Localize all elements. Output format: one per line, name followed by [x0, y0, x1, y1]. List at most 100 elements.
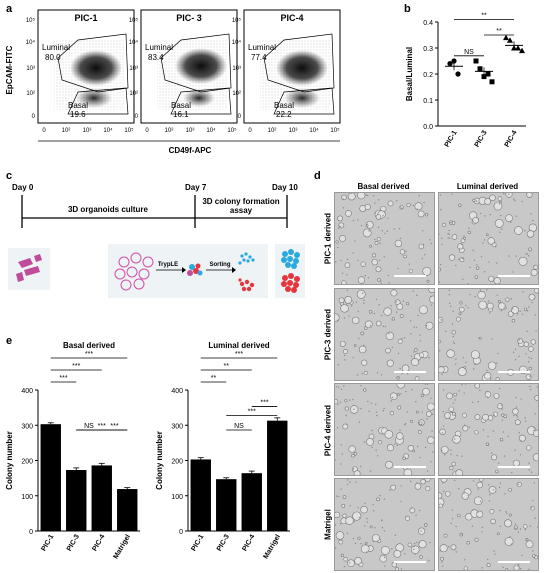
colony — [528, 293, 536, 301]
y-tick: 0 — [238, 114, 242, 120]
colony — [466, 540, 470, 545]
colony — [474, 537, 479, 542]
debris-dot — [337, 403, 339, 406]
colony — [390, 484, 397, 491]
colony — [344, 399, 348, 403]
x-tick-label: PIC-3 — [216, 533, 231, 552]
colony — [397, 338, 403, 344]
colony — [344, 296, 353, 304]
colony — [414, 348, 418, 352]
debris-dot — [387, 217, 389, 220]
debris-dot — [447, 355, 449, 358]
colony — [470, 350, 480, 360]
debris-dot — [349, 481, 351, 483]
debris-dot — [521, 313, 524, 316]
colony — [412, 449, 416, 453]
debris-dot — [455, 358, 457, 360]
debris-dot — [358, 516, 361, 519]
colony — [338, 297, 345, 304]
debris-dot — [503, 193, 505, 195]
debris-dot — [451, 509, 454, 511]
debris-dot — [383, 256, 385, 258]
day0-label: Day 0 — [12, 183, 34, 192]
x-tick-label: PIC-4 — [91, 533, 106, 552]
debris-dot — [510, 298, 513, 300]
colony — [439, 503, 443, 509]
luminal-label: Luminal — [248, 43, 276, 52]
debris-dot — [346, 289, 349, 292]
debris-dot — [413, 542, 416, 545]
debris-dot — [380, 374, 383, 376]
y-tick-label: 0.4 — [423, 20, 433, 27]
debris-dot — [534, 314, 536, 316]
basal-luminal-ratio-chart: 0.0 0.1 0.2 0.3 0.4 Basal/Luminal PIC-1 PIC-3 PI… — [405, 12, 526, 149]
debris-dot — [419, 334, 421, 336]
micrograph — [438, 478, 539, 571]
debris-dot — [406, 373, 409, 375]
basal-derived-colony-chart: Basal derived 0 100 200 300 400 Colony number P… — [5, 341, 140, 560]
debris-dot — [455, 363, 457, 366]
debris-dot — [497, 462, 500, 464]
debris-dot — [395, 311, 398, 313]
panel-letter-b: b — [404, 3, 411, 15]
data-point — [473, 58, 479, 64]
debris-dot — [529, 385, 531, 388]
debris-dot — [337, 364, 340, 366]
colony — [457, 367, 467, 377]
x-tick: 10⁴ — [103, 127, 113, 134]
debris-dot — [524, 529, 527, 531]
debris-dot — [481, 526, 484, 529]
debris-dot — [391, 319, 394, 321]
basal-gate — [273, 87, 335, 115]
debris-dot — [514, 523, 517, 525]
debris-dot — [369, 470, 372, 472]
debris-dot — [463, 235, 465, 237]
micrograph-texture — [335, 384, 434, 475]
y-tick: 10³ — [129, 66, 138, 72]
debris-dot — [517, 531, 520, 533]
debris-dot — [352, 252, 354, 254]
colony — [489, 194, 496, 202]
debris-dot — [419, 456, 421, 459]
scale-bar — [394, 275, 426, 277]
debris-dot — [517, 563, 520, 566]
colony — [499, 437, 504, 442]
debris-dot — [344, 359, 346, 361]
debris-dot — [380, 519, 383, 522]
debris-dot — [475, 200, 478, 202]
debris-dot — [461, 455, 463, 457]
debris-dot — [417, 314, 419, 317]
colony — [418, 352, 425, 358]
colony — [385, 460, 393, 469]
debris-dot — [473, 259, 476, 262]
debris-dot — [384, 565, 386, 567]
debris-dot — [513, 414, 515, 417]
colony — [360, 505, 368, 514]
sorting-label: Sorting — [210, 262, 231, 268]
debris-dot — [337, 246, 339, 249]
colony — [504, 519, 512, 528]
debris-dot — [533, 482, 536, 484]
colony — [497, 403, 504, 410]
colony — [448, 254, 456, 261]
colony — [530, 269, 538, 277]
colony — [386, 444, 394, 452]
debris-dot — [399, 237, 402, 240]
debris-dot — [401, 372, 403, 375]
colony — [443, 533, 448, 538]
colony — [518, 434, 526, 442]
debris-dot — [489, 312, 491, 314]
colony — [459, 257, 465, 263]
y-axis-label: Basal/Luminal — [405, 47, 414, 101]
debris-dot — [396, 200, 398, 202]
colony — [467, 230, 471, 234]
y-axis-label: Colony number — [155, 431, 164, 490]
debris-dot — [358, 337, 360, 340]
scale-bar — [498, 466, 530, 468]
debris-dot — [416, 541, 418, 544]
tissue-fragment-icon — [16, 272, 24, 282]
colony — [394, 239, 403, 248]
debris-dot — [376, 455, 379, 457]
colony — [397, 405, 402, 410]
debris-dot — [388, 332, 390, 335]
